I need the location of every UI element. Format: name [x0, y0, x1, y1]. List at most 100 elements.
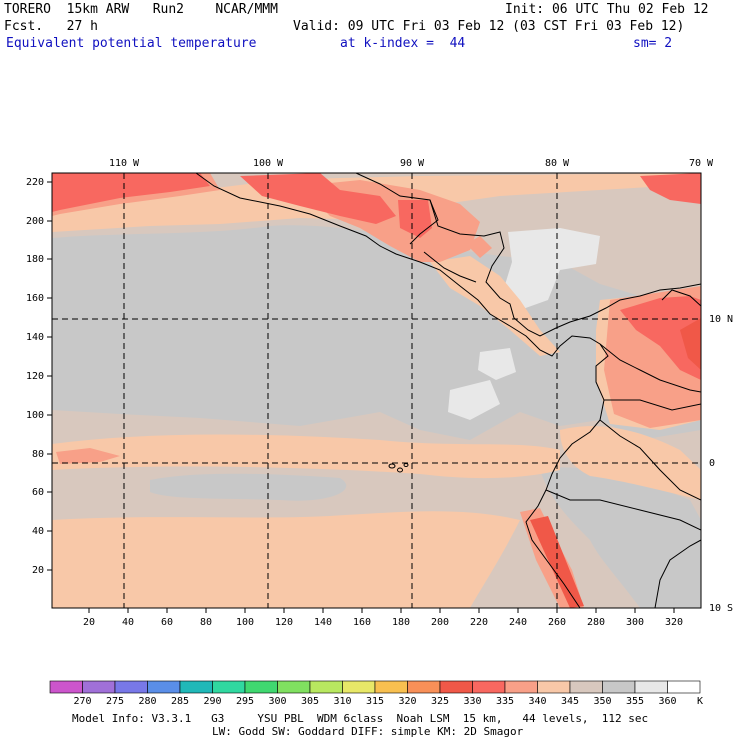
field-red-northwest [52, 173, 210, 212]
colorbar-swatch [82, 680, 116, 694]
x-tick-labels: 20 40 60 80 100 120 140 160 180 200 220 … [83, 617, 683, 628]
colorbar-swatch [114, 680, 148, 694]
colorbar-level-label: 300 [268, 696, 286, 707]
colorbar-swatch [602, 680, 636, 694]
colorbar-swatch [504, 680, 538, 694]
colorbar-level-label: 270 [73, 696, 91, 707]
field-peach-amazon [560, 426, 701, 500]
field-red-guatemala [398, 200, 432, 238]
coast-islands-northeast [661, 289, 701, 307]
lon-label-100w: 100 W [253, 158, 284, 169]
colorbar-swatch [407, 680, 441, 694]
galapagos-island-2 [397, 467, 403, 473]
x-tick-label: 100 [236, 617, 254, 628]
y-tick-labels: 220 200 180 160 140 120 100 80 60 40 20 [26, 177, 44, 576]
lon-label-70w: 70 W [689, 158, 714, 169]
model-info: Model Info: V3.3.1 G3 YSU PBL WDM 6class… [72, 712, 649, 725]
colorbar-swatch [439, 680, 473, 694]
lat-label-equator: 0 [709, 458, 715, 469]
colorbar-swatch [537, 680, 571, 694]
caribbean-coastline [355, 173, 701, 337]
galapagos-island [388, 463, 396, 469]
field-name: Equivalent potential temperature [6, 36, 257, 51]
field-light-patch-2 [478, 348, 516, 380]
colorbar-swatch [244, 680, 278, 694]
field-salmon-patch [56, 448, 120, 464]
physics-info: LW: Godd SW: Goddard DIFF: simple KM: 2D… [212, 725, 524, 738]
country-border-south [599, 419, 701, 501]
field-red-mexico-coast [240, 173, 396, 224]
colorbar-level-label: 355 [626, 696, 644, 707]
y-tick-label: 140 [26, 332, 44, 343]
lat-label-10n: 10 N [709, 314, 733, 325]
colorbar-level-label: 315 [366, 696, 384, 707]
model-title: TORERO 15km ARW Run2 NCAR/MMM [4, 2, 278, 17]
field-grey-andes [540, 467, 701, 608]
y-tick-label: 60 [32, 487, 44, 498]
x-tick-label: 120 [275, 617, 293, 628]
x-tick-label: 220 [470, 617, 488, 628]
y-tick-label: 200 [26, 216, 44, 227]
field-salmon-patch-2 [466, 236, 492, 258]
x-tick-label: 300 [626, 617, 644, 628]
colorbar-level-label: 345 [561, 696, 579, 707]
colorbar-level-label: 310 [333, 696, 351, 707]
colorbar-level-label: 280 [138, 696, 156, 707]
colorbar-swatch [277, 680, 311, 694]
plot-frame [51, 172, 702, 609]
colorbar-level-label: 340 [528, 696, 546, 707]
colorbar-swatch [342, 680, 376, 694]
y-tick-label: 80 [32, 449, 44, 460]
colorbar-swatch [634, 680, 668, 694]
coastlines [195, 173, 701, 608]
colorbar-swatch [49, 680, 83, 694]
x-tick-label: 80 [200, 617, 212, 628]
field-peach-equator [52, 434, 560, 479]
y-tick-label: 20 [32, 565, 44, 576]
y-tick-label: 100 [26, 410, 44, 421]
colorbar-level-label: 275 [106, 696, 124, 707]
forecast-hour: Fcst. 27 h [4, 19, 98, 34]
smoothing-label: sm= 2 [633, 36, 673, 51]
country-border-guatemala [409, 199, 439, 245]
field-grey-patch [150, 473, 347, 501]
colorbar-level-label: 360 [658, 696, 676, 707]
colorbar-swatch [309, 680, 343, 694]
x-tick-label: 140 [314, 617, 332, 628]
x-tick-label: 280 [587, 617, 605, 628]
x-tick-label: 200 [431, 617, 449, 628]
y-tick-label: 40 [32, 526, 44, 537]
colorbar-level-label: 285 [171, 696, 189, 707]
x-tick-label: 320 [665, 617, 683, 628]
x-tick-label: 40 [122, 617, 134, 628]
colorbar-level-label: 335 [496, 696, 514, 707]
colorbar-swatch [569, 680, 603, 694]
colorbar-unit: K [697, 696, 703, 707]
y-tick-label: 180 [26, 254, 44, 265]
equivalent-potential-temperature-field [52, 173, 701, 608]
country-border-peru [545, 489, 701, 531]
colorbar-level-label: 290 [203, 696, 221, 707]
y-tick-label: 120 [26, 371, 44, 382]
lon-label-80w: 80 W [545, 158, 570, 169]
colorbar-level-label: 320 [398, 696, 416, 707]
field-red-venezuela [620, 296, 701, 380]
colorbar-level-label: 295 [236, 696, 254, 707]
lon-label-110w: 110 W [109, 158, 140, 169]
colorbar-level-label: 350 [593, 696, 611, 707]
field-deep-red-patch [680, 318, 701, 370]
x-tick-label: 180 [392, 617, 410, 628]
colorbar-swatch [147, 680, 181, 694]
axis-ticks [47, 181, 675, 613]
color-scale-labels: 270 275 280 285 290 295 300 305 310 315 320 325 330 3… [73, 696, 676, 707]
y-tick-label: 160 [26, 293, 44, 304]
field-peach-central-america [430, 256, 560, 356]
x-tick-label: 260 [548, 617, 566, 628]
colorbar-level-label: 330 [463, 696, 481, 707]
field-red-andes [530, 516, 584, 608]
colorbar-swatch [374, 680, 408, 694]
pacific-coastline [195, 173, 609, 608]
colorbar-swatch [667, 680, 701, 694]
x-tick-label: 160 [353, 617, 371, 628]
